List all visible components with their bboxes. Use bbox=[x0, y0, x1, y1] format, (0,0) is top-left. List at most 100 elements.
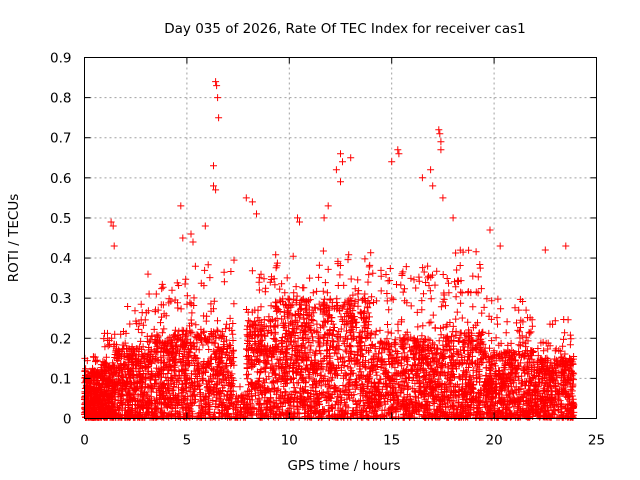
data-point bbox=[144, 397, 152, 405]
data-point bbox=[155, 386, 163, 394]
data-point bbox=[344, 296, 352, 304]
data-point bbox=[98, 395, 106, 403]
data-point bbox=[401, 382, 409, 390]
data-point bbox=[349, 396, 357, 404]
data-point bbox=[419, 350, 427, 358]
data-point bbox=[188, 328, 196, 336]
data-point bbox=[138, 329, 146, 337]
data-point bbox=[168, 374, 176, 382]
data-point bbox=[101, 343, 109, 351]
data-point bbox=[123, 345, 130, 352]
data-point bbox=[280, 301, 288, 309]
data-point bbox=[474, 273, 482, 281]
data-point bbox=[341, 346, 349, 354]
data-point bbox=[358, 327, 366, 335]
data-point bbox=[426, 345, 434, 353]
data-point bbox=[253, 384, 261, 391]
data-point bbox=[132, 354, 140, 362]
data-point bbox=[377, 357, 385, 365]
data-point bbox=[426, 391, 434, 399]
data-point bbox=[360, 384, 368, 392]
data-point bbox=[465, 373, 473, 381]
data-point bbox=[257, 411, 264, 419]
data-point bbox=[456, 262, 464, 269]
data-point bbox=[298, 333, 306, 341]
data-point bbox=[117, 399, 125, 407]
data-point bbox=[393, 376, 401, 383]
data-point bbox=[158, 285, 166, 293]
data-point bbox=[204, 395, 212, 403]
data-point bbox=[188, 370, 195, 378]
data-point bbox=[320, 334, 328, 342]
data-point bbox=[267, 409, 274, 417]
data-point bbox=[350, 302, 358, 310]
data-point bbox=[451, 278, 458, 286]
data-point bbox=[406, 413, 414, 421]
data-point bbox=[474, 289, 482, 297]
data-point bbox=[105, 378, 113, 386]
data-point bbox=[262, 284, 270, 292]
data-point bbox=[497, 305, 505, 313]
data-point bbox=[383, 297, 391, 305]
data-point bbox=[290, 384, 298, 392]
data-point bbox=[469, 303, 477, 311]
data-point bbox=[84, 388, 92, 396]
data-point bbox=[117, 413, 125, 421]
data-point bbox=[410, 361, 418, 369]
data-point bbox=[110, 382, 118, 390]
data-point bbox=[255, 340, 262, 347]
data-point bbox=[325, 381, 333, 389]
data-point bbox=[105, 337, 113, 344]
data-point bbox=[297, 371, 305, 379]
data-point bbox=[346, 342, 354, 349]
data-point bbox=[291, 316, 299, 324]
data-point bbox=[182, 275, 190, 283]
data-point bbox=[394, 327, 402, 335]
data-point bbox=[301, 386, 309, 394]
data-point bbox=[458, 289, 466, 297]
data-point bbox=[414, 342, 422, 350]
data-point bbox=[252, 391, 259, 399]
data-point bbox=[229, 330, 237, 338]
data-point bbox=[272, 397, 280, 405]
data-point bbox=[236, 383, 244, 391]
data-point bbox=[437, 350, 445, 358]
data-point bbox=[409, 406, 417, 414]
data-point bbox=[387, 329, 395, 337]
data-point bbox=[305, 303, 313, 311]
data-point bbox=[477, 285, 485, 293]
data-point bbox=[440, 346, 448, 353]
data-point bbox=[320, 300, 328, 308]
data-point bbox=[327, 365, 335, 373]
data-point bbox=[445, 289, 453, 297]
data-point bbox=[340, 340, 348, 348]
data-point bbox=[386, 408, 394, 416]
data-point bbox=[393, 281, 400, 288]
data-point bbox=[399, 268, 407, 276]
data-point bbox=[188, 392, 196, 400]
data-point bbox=[306, 348, 314, 356]
data-point bbox=[207, 307, 215, 315]
data-point bbox=[268, 352, 276, 360]
data-point bbox=[256, 374, 263, 382]
data-point bbox=[410, 276, 418, 284]
data-point bbox=[190, 398, 198, 406]
data-point bbox=[248, 267, 256, 275]
data-point bbox=[211, 339, 219, 347]
data-point bbox=[209, 397, 217, 404]
data-point bbox=[412, 350, 420, 358]
data-point bbox=[368, 293, 376, 301]
data-point bbox=[479, 340, 487, 348]
data-point bbox=[353, 376, 360, 384]
data-point bbox=[156, 337, 163, 345]
data-point bbox=[263, 396, 271, 404]
data-point bbox=[171, 326, 179, 334]
data-point bbox=[403, 391, 411, 399]
data-point bbox=[418, 354, 426, 362]
data-point bbox=[341, 399, 349, 407]
data-point bbox=[90, 387, 98, 395]
data-point bbox=[283, 352, 291, 360]
data-point bbox=[245, 352, 252, 359]
data-point bbox=[158, 383, 166, 391]
data-point bbox=[201, 334, 208, 342]
